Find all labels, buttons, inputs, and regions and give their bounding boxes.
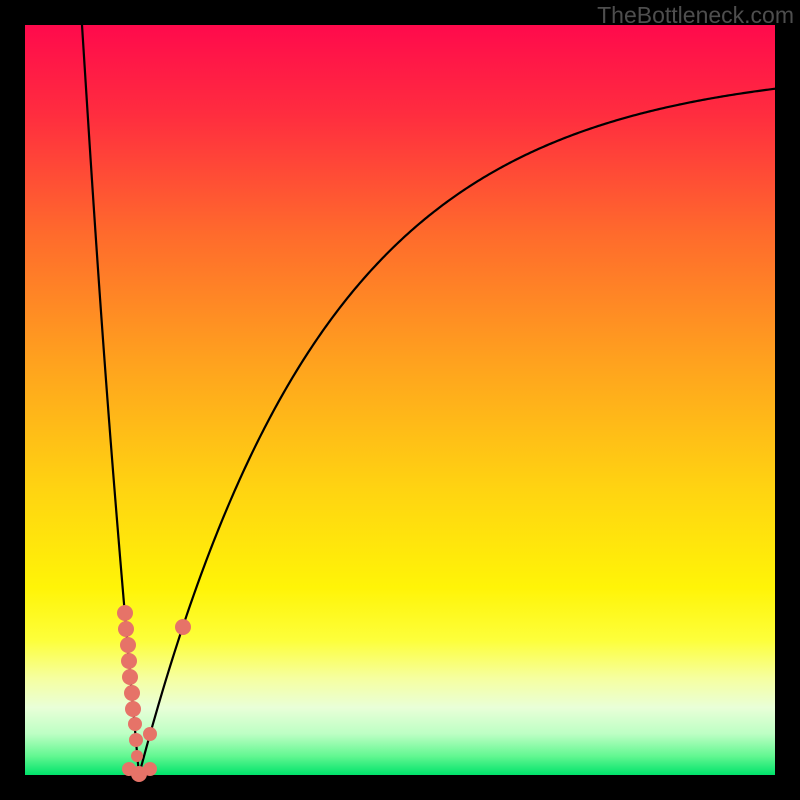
chart-stage: TheBottleneck.com xyxy=(0,0,800,800)
marker-left-6 xyxy=(125,701,141,717)
marker-left-4 xyxy=(122,669,138,685)
curve-layer xyxy=(25,25,775,775)
marker-bottom-2 xyxy=(143,762,157,776)
marker-left-7 xyxy=(128,717,142,731)
marker-left-1 xyxy=(118,621,134,637)
marker-left-3 xyxy=(121,653,137,669)
marker-left-2 xyxy=(120,637,136,653)
marker-left-5 xyxy=(124,685,140,701)
watermark-text: TheBottleneck.com xyxy=(597,2,794,29)
marker-left-0 xyxy=(117,605,133,621)
marker-left-8 xyxy=(129,733,143,747)
bottleneck-curve xyxy=(82,25,775,775)
plot-area xyxy=(25,25,775,775)
marker-right-0 xyxy=(175,619,191,635)
marker-left-9 xyxy=(131,750,143,762)
marker-right-1 xyxy=(143,727,157,741)
